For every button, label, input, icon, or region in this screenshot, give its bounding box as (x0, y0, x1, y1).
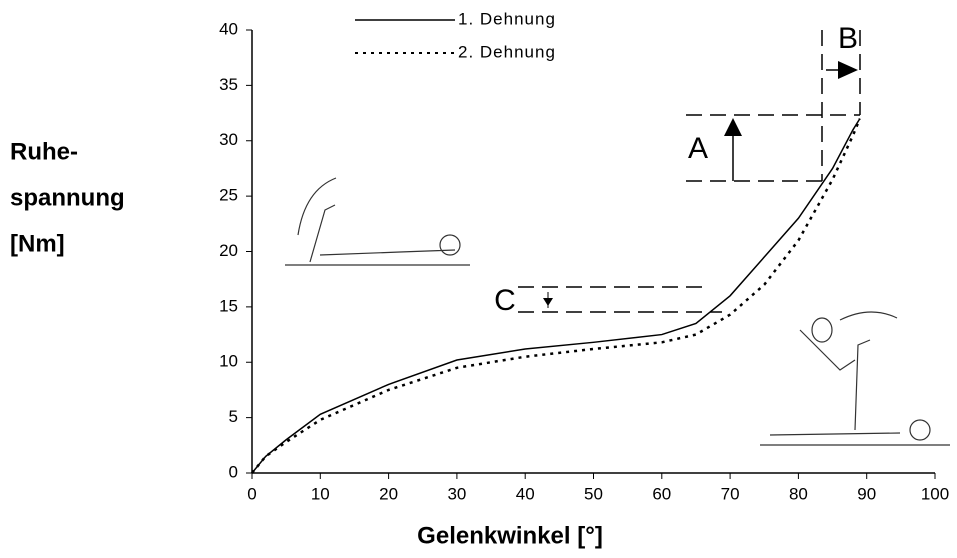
x-tick-label: 90 (857, 484, 876, 503)
y-axis-label: spannung (10, 184, 125, 211)
x-tick-label: 30 (447, 484, 466, 503)
x-tick-label: 20 (379, 484, 398, 503)
x-tick-label: 70 (721, 484, 740, 503)
x-tick-label: 10 (311, 484, 330, 503)
x-axis-label: Gelenkwinkel [°] (417, 522, 603, 549)
y-tick-label: 35 (219, 75, 238, 94)
y-tick-label: 30 (219, 130, 238, 149)
annotation: B (838, 22, 858, 55)
y-tick-label: 20 (219, 241, 238, 260)
y-tick-label: 0 (229, 462, 238, 481)
data-line (252, 119, 860, 473)
x-tick-label: 50 (584, 484, 603, 503)
x-tick-label: 40 (516, 484, 535, 503)
data-line (252, 119, 860, 473)
x-tick-label: 0 (247, 484, 256, 503)
y-axis-label: Ruhe- (10, 138, 78, 165)
y-tick-label: 40 (219, 19, 238, 38)
y-tick-label: 5 (229, 407, 238, 426)
legend-label: 2. Dehnung (458, 42, 556, 61)
y-tick-label: 15 (219, 296, 238, 315)
x-tick-label: 80 (789, 484, 808, 503)
annotation-lines (518, 30, 860, 312)
y-axis-label: [Nm] (10, 230, 65, 257)
annotation: C (494, 284, 516, 317)
x-tick-label: 100 (921, 484, 949, 503)
x-tick-label: 60 (652, 484, 671, 503)
y-tick-label: 10 (219, 352, 238, 371)
legend-label: 1. Dehnung (458, 9, 556, 28)
y-tick-label: 25 (219, 186, 238, 205)
chart: Ruhe- spannung [Nm] Gelenkwinkel [°] A B… (0, 0, 957, 553)
annotation: A (688, 132, 708, 165)
